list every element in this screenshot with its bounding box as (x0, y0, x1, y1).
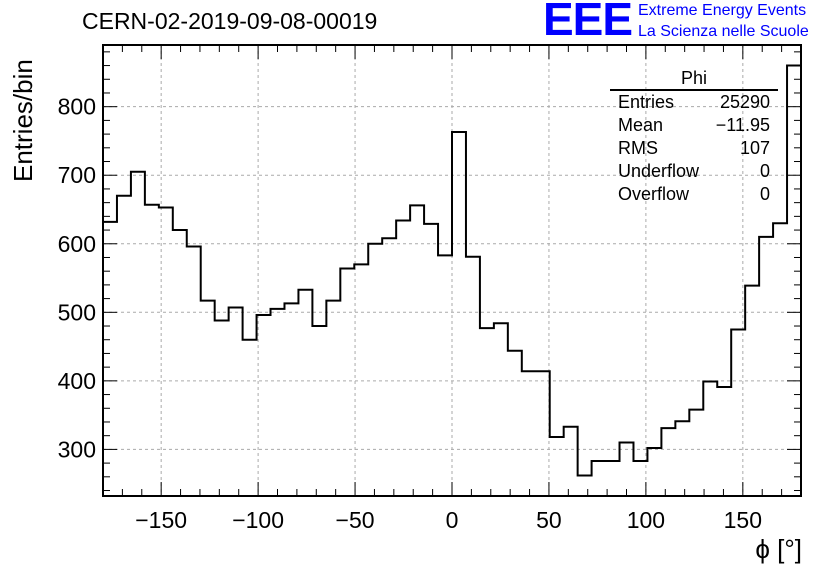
histogram-step-line (103, 64, 801, 477)
run-title: CERN-02-2019-09-08-00019 (82, 8, 378, 34)
y-tick-label: 700 (58, 162, 96, 188)
stats-label: Underflow (618, 161, 700, 181)
x-tick-label: −150 (135, 507, 187, 533)
stats-value: 0 (759, 161, 770, 181)
stats-row: Entries 25290 (610, 91, 778, 114)
stats-box: Phi Entries 25290 Mean −11.95 RMS 107 Un… (610, 68, 778, 206)
x-tick-label: −50 (336, 507, 375, 533)
x-tick-label: 100 (627, 507, 665, 533)
y-tick-label: 500 (58, 299, 96, 325)
y-tick-label: 300 (58, 436, 96, 462)
stats-label: RMS (618, 138, 658, 158)
x-tick-label: 50 (536, 507, 562, 533)
stats-label: Overflow (618, 184, 690, 204)
y-tick-label: 400 (58, 368, 96, 394)
stats-row: Overflow 0 (610, 183, 778, 206)
logo-caption-line1: Extreme Energy Events (638, 2, 807, 19)
x-tick-label: −100 (232, 507, 284, 533)
y-tick-label: 600 (58, 231, 96, 257)
stats-value: 25290 (719, 92, 770, 112)
stats-title: Phi (610, 68, 778, 91)
axis-ticks (102, 45, 802, 496)
y-tick-label: 800 (58, 94, 96, 120)
x-tick-label: 150 (724, 507, 762, 533)
y-axis-label: Entries/bin (8, 59, 38, 182)
stats-value: −11.95 (715, 115, 770, 135)
stats-label: Entries (618, 92, 675, 112)
logo-caption-line2: La Scienza nelle Scuole (638, 23, 809, 40)
x-axis-label: ϕ [°] (755, 534, 802, 564)
stats-row: RMS 107 (610, 137, 778, 160)
stats-row: Underflow 0 (610, 160, 778, 183)
x-tick-label: 0 (446, 507, 459, 533)
eee-logo: EEE (543, 0, 633, 45)
stats-label: Mean (618, 115, 664, 135)
stats-value: 107 (739, 138, 770, 158)
stats-row: Mean −11.95 (610, 114, 778, 137)
stats-value: 0 (759, 184, 770, 204)
tick-labels: −150 −100 −50 0 50 100 150 300 400 500 600 700 800 (58, 94, 762, 533)
